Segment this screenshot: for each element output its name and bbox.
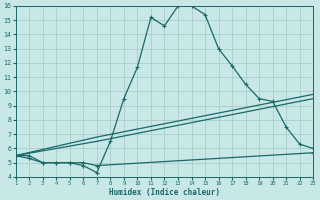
X-axis label: Humidex (Indice chaleur): Humidex (Indice chaleur) xyxy=(109,188,220,197)
